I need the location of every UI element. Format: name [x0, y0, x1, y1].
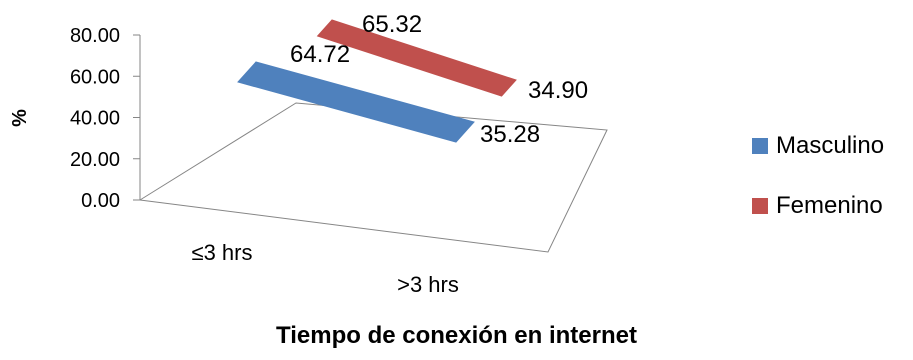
y-tick-label: 20.00 [70, 149, 120, 171]
legend-swatch-masculino [752, 138, 768, 154]
series-ribbon-masculino [237, 61, 475, 143]
y-tick-label: 0.00 [81, 190, 120, 212]
floor-outline [138, 102, 608, 253]
data-label: 65.32 [362, 11, 422, 38]
y-tick-label: 40.00 [70, 108, 120, 130]
legend-item-masculino: Masculino [752, 130, 884, 162]
data-label: 35.28 [480, 121, 540, 148]
x-tick-label: >3 hrs [397, 272, 459, 297]
y-axis-title: % [9, 109, 31, 127]
x-axis-title: Tiempo de conexión en internet [276, 322, 637, 349]
series-ribbon-femenino [316, 19, 517, 97]
data-label: 64.72 [290, 41, 350, 68]
legend-label-masculino: Masculino [776, 132, 885, 159]
data-label: 34.90 [528, 77, 588, 104]
y-tick-label: 60.00 [70, 66, 120, 88]
x-tick-label: ≤3 hrs [192, 240, 253, 265]
y-tick-label: 80.00 [70, 25, 120, 47]
legend-swatch-femenino [752, 198, 768, 214]
legend-label-femenino: Femenino [776, 192, 883, 219]
legend-item-femenino: Femenino [752, 190, 884, 222]
legend: Masculino Femenino [752, 130, 884, 250]
